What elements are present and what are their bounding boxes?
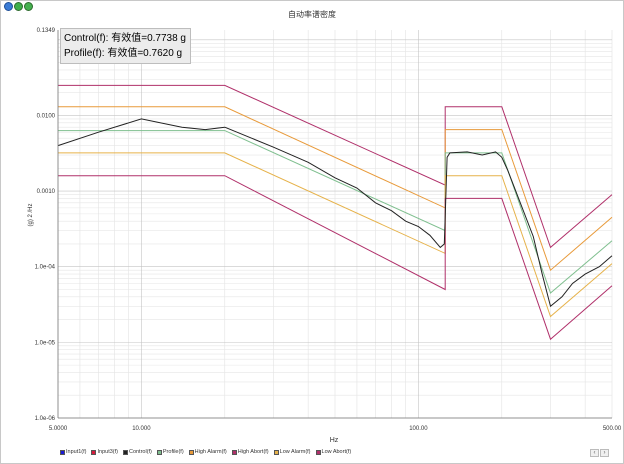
checkbox-icon[interactable]	[315, 449, 321, 455]
y-tick-label: 1.0e-06	[35, 416, 56, 422]
legend-item[interactable]: High Alarm(f)	[188, 449, 227, 455]
y-tick-label: 0.0100	[37, 113, 56, 119]
legend-label: Low Abort(f)	[321, 449, 352, 455]
legend-label: Control(f)	[128, 449, 152, 455]
control-f-line	[57, 118, 613, 308]
y-tick-label: 0.0010	[37, 189, 56, 195]
scroll-left-button[interactable]: ‹	[590, 449, 599, 457]
checkbox-icon[interactable]	[122, 449, 128, 455]
legend-label: High Alarm(f)	[194, 449, 227, 455]
high-abort-f-line	[58, 84, 613, 249]
scroll-right-button[interactable]: ›	[600, 449, 609, 457]
window-controls	[4, 2, 33, 11]
y-tick-label: 1.0e-04	[35, 265, 56, 271]
legend-item[interactable]: Input3(f)	[91, 449, 118, 455]
legend-item[interactable]: Control(f)	[122, 449, 152, 455]
y-tick-label: 0.1349	[37, 28, 56, 34]
y-axis-label: (g) 2 /Hz	[28, 203, 34, 226]
legend-item[interactable]: Low Abort(f)	[315, 449, 352, 455]
window-control-icon[interactable]	[4, 2, 13, 11]
legend-label: Low Alarm(f)	[279, 449, 311, 455]
legend-item[interactable]: Input1(f)	[60, 449, 86, 455]
profile-rms-readout: Profile(f): 有效值=0.7620 g	[64, 48, 183, 59]
low-abort-f-line	[58, 175, 613, 341]
x-tick-label: 10.000	[132, 426, 151, 432]
checkbox-icon[interactable]	[231, 449, 237, 455]
rms-readout-box: Control(f): 有效值=0.7738 g Profile(f): 有效值…	[60, 28, 191, 64]
legend-item[interactable]: Low Alarm(f)	[273, 449, 311, 455]
x-tick-label: 100.00	[409, 426, 428, 432]
x-tick-label: 5.0000	[49, 426, 68, 432]
low-alarm-f-line	[58, 152, 613, 318]
y-tick-label: 1.0e-05	[35, 340, 56, 346]
profile-f-line	[58, 130, 613, 294]
legend-label: Input1(f)	[66, 449, 87, 455]
checkbox-icon[interactable]	[273, 449, 279, 455]
chart-title: 自动率谱密度	[288, 10, 336, 19]
window-control-icon[interactable]	[24, 2, 33, 11]
checkbox-icon[interactable]	[156, 449, 162, 455]
legend-label: Input3(f)	[97, 449, 118, 455]
legend-label: High Abort(f)	[237, 449, 269, 455]
legend-item[interactable]: High Abort(f)	[231, 449, 269, 455]
checkbox-icon[interactable]	[60, 449, 65, 455]
window-control-icon[interactable]	[14, 2, 23, 11]
x-tick-label: 500.00	[603, 426, 622, 432]
high-alarm-f-line	[58, 106, 613, 272]
checkbox-icon[interactable]	[188, 449, 194, 455]
x-axis-label: Hz	[330, 437, 339, 444]
control-rms-readout: Control(f): 有效值=0.7738 g	[64, 33, 186, 44]
checkbox-icon[interactable]	[91, 449, 97, 455]
legend-label: Profile(f)	[162, 449, 184, 455]
legend-scroll: ‹ ›	[590, 449, 609, 457]
legend-item[interactable]: Profile(f)	[156, 449, 184, 455]
chart-legend: Input1(f) Input3(f) Control(f) Profile(f) Hi…	[60, 449, 351, 455]
